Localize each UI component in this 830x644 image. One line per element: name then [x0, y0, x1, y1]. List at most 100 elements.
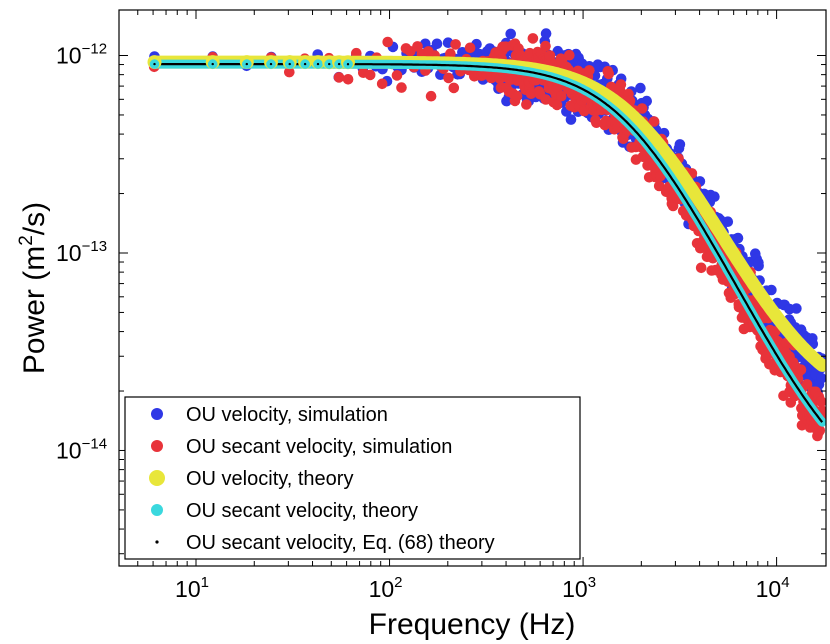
legend-entry-ou-secant-velocity-theory: OU secant velocity, theory: [151, 500, 418, 522]
theory-markers: [147, 55, 355, 70]
data-point: [584, 65, 595, 76]
data-point: [635, 82, 646, 94]
y-tick-exponent: −13: [82, 238, 107, 255]
legend-label: OU velocity, theory: [186, 468, 353, 490]
x-tick-label: 101: [175, 574, 209, 602]
data-point: [556, 90, 567, 102]
x-tick-exponent: 1: [201, 574, 209, 591]
legend-label: OU secant velocity, Eq. (68) theory: [186, 532, 495, 554]
data-point: [807, 333, 818, 344]
y-axis-label-superscript: 2: [16, 235, 37, 246]
legend-marker-black-dot: [155, 540, 159, 544]
legend-label: OU velocity, simulation: [186, 404, 388, 426]
theory-point-black: [288, 62, 291, 66]
theory-point-black: [211, 62, 214, 66]
data-point: [364, 69, 376, 81]
y-tick-label: 10−14: [56, 435, 107, 463]
legend-label: OU secant velocity, theory: [186, 500, 418, 522]
y-tick-base: 10: [56, 240, 82, 266]
legend-entry-ou-velocity-simulation: OU velocity, simulation: [151, 404, 388, 426]
data-point: [376, 78, 388, 90]
data-point: [603, 68, 614, 80]
data-point: [564, 49, 575, 61]
x-tick-exponent: 3: [588, 574, 596, 591]
x-tick-label: 104: [756, 574, 790, 602]
y-tick-base: 10: [56, 437, 82, 463]
data-point: [521, 99, 532, 110]
y-axis-label-tail: /s): [18, 202, 51, 235]
data-point: [540, 40, 551, 52]
legend-entry-ou-velocity-theory: OU velocity, theory: [149, 468, 353, 490]
data-point: [505, 28, 516, 40]
legend-marker-yellow-dot: [149, 470, 165, 486]
x-tick-label: 102: [369, 574, 403, 602]
data-point: [801, 379, 813, 390]
axes-frame: [118, 9, 827, 567]
data-point: [540, 28, 552, 39]
data-point: [284, 66, 295, 78]
data-point: [396, 82, 407, 93]
theory-point-black: [316, 62, 320, 66]
legend-entry-ou-secant-velocity-eq68-theory: OU secant velocity, Eq. (68) theory: [155, 532, 495, 554]
data-point: [527, 33, 539, 44]
data-point: [766, 284, 777, 296]
y-tick-exponent: −14: [82, 435, 107, 452]
data-point: [450, 39, 461, 50]
data-point: [816, 396, 826, 408]
data-point: [648, 116, 660, 127]
theory-point-black: [346, 62, 350, 66]
theory-point-black: [269, 62, 273, 66]
data-point: [674, 139, 686, 150]
data-point: [695, 262, 707, 274]
x-tick-exponent: 4: [781, 574, 789, 591]
data-point: [464, 42, 476, 54]
data-point: [791, 303, 802, 314]
x-tick-base: 10: [562, 576, 588, 602]
data-point: [544, 50, 556, 61]
data-point: [814, 425, 826, 436]
data-point: [425, 90, 437, 102]
x-tick-exponent: 2: [394, 574, 402, 591]
data-point: [551, 99, 563, 111]
theory-point-black: [245, 62, 248, 66]
x-tick-base: 10: [369, 576, 395, 602]
theory-point-black: [328, 62, 331, 66]
data-point: [732, 232, 744, 244]
data-point: [753, 257, 764, 268]
data-point: [391, 70, 403, 81]
x-axis-label: Frequency (Hz): [369, 608, 576, 641]
theory-point-black: [303, 62, 307, 66]
data-point: [565, 114, 577, 125]
data-point: [795, 364, 807, 376]
y-tick-label: 10−13: [56, 238, 107, 266]
data-point: [511, 90, 523, 102]
data-point: [636, 103, 648, 114]
theory-point-black: [153, 62, 156, 66]
y-axis-label: Power (m2/s): [16, 202, 51, 374]
x-tick-base: 10: [756, 576, 782, 602]
data-point: [770, 326, 781, 337]
legend-entry-ou-secant-velocity-simulation: OU secant velocity, simulation: [151, 436, 452, 458]
data-point: [342, 74, 354, 85]
legend-box: [124, 396, 581, 560]
y-axis-label-main: Power (m: [18, 246, 51, 374]
x-tick-label: 103: [562, 574, 596, 602]
data-point: [816, 372, 826, 384]
legend-marker-blue-dot: [151, 408, 163, 420]
data-point: [333, 72, 345, 83]
data-point: [443, 72, 454, 84]
data-point: [431, 38, 443, 50]
y-tick-exponent: −12: [82, 41, 107, 58]
data-point: [382, 36, 394, 48]
theory-point-black: [337, 62, 341, 66]
legend-marker-red-dot: [151, 440, 163, 452]
legend: OU velocity, simulation OU secant veloci…: [124, 396, 581, 560]
y-tick-base: 10: [56, 43, 82, 69]
y-tick-label: 10−12: [56, 41, 107, 69]
legend-label: OU secant velocity, simulation: [186, 436, 452, 458]
data-point: [448, 82, 460, 94]
data-point: [591, 117, 602, 128]
legend-marker-cyan-dot: [151, 504, 163, 516]
